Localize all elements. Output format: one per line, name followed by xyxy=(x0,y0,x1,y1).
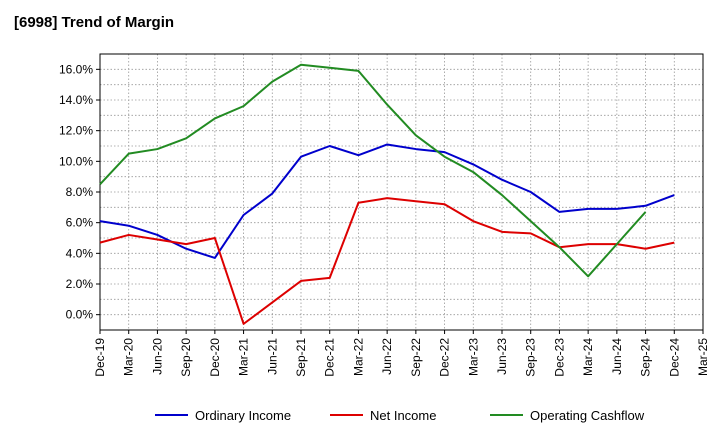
y-tick-label: 2.0% xyxy=(66,277,94,291)
series-layer xyxy=(99,63,675,325)
legend-label: Net Income xyxy=(370,408,436,423)
grid-layer xyxy=(99,53,704,331)
x-tick-label: Dec-24 xyxy=(667,338,681,377)
y-tick-label: 10.0% xyxy=(59,154,93,168)
x-tick-label: Mar-25 xyxy=(696,338,710,376)
legend-label: Operating Cashflow xyxy=(530,408,645,423)
y-tick-label: 4.0% xyxy=(66,246,94,260)
x-tick-label: Jun-21 xyxy=(265,338,279,375)
y-tick-label: 12.0% xyxy=(59,124,93,138)
x-tick-label: Sep-20 xyxy=(179,338,193,377)
x-tick-label: Sep-22 xyxy=(409,338,423,377)
legend-label: Ordinary Income xyxy=(195,408,291,423)
x-tick-label: Dec-22 xyxy=(438,338,452,377)
x-tick-label: Sep-23 xyxy=(524,338,538,377)
x-tick-label: Mar-24 xyxy=(581,338,595,376)
y-tick-label: 6.0% xyxy=(66,216,94,230)
y-axis-ticks: 0.0% 2.0% 4.0% 6.0% 8.0% 10.0% 12.0% 14.0% 16.0% xyxy=(59,62,100,322)
y-tick-label: 14.0% xyxy=(59,93,93,107)
x-tick-label: Mar-23 xyxy=(466,338,480,376)
chart-title: [6998] Trend of Margin xyxy=(14,14,175,31)
x-tick-label: Mar-21 xyxy=(237,338,251,376)
legend: Ordinary Income Net Income Operating Cashf… xyxy=(155,408,645,423)
x-axis-ticks: Dec-19 Mar-20 Jun-20 Sep-20 Dec-20 Mar-21 Jun-… xyxy=(93,330,710,377)
x-tick-label: Sep-24 xyxy=(639,338,653,377)
x-tick-label: Jun-23 xyxy=(495,338,509,375)
x-tick-label: Dec-21 xyxy=(323,338,337,377)
y-tick-label: 16.0% xyxy=(59,62,93,76)
series-line-ordinary-income xyxy=(99,143,675,259)
x-tick-label: Mar-20 xyxy=(122,338,136,376)
series-line-operating-cashflow xyxy=(99,63,647,278)
x-tick-label: Jun-22 xyxy=(380,338,394,375)
x-tick-label: Dec-23 xyxy=(552,338,566,377)
series-line-net-income xyxy=(99,197,675,325)
x-tick-label: Dec-20 xyxy=(208,338,222,377)
y-tick-label: 8.0% xyxy=(66,185,94,199)
x-tick-label: Jun-20 xyxy=(150,338,164,375)
y-tick-label: 0.0% xyxy=(66,308,94,322)
x-tick-label: Jun-24 xyxy=(610,338,624,375)
x-tick-label: Dec-19 xyxy=(93,338,107,377)
x-tick-label: Mar-22 xyxy=(351,338,365,376)
x-tick-label: Sep-21 xyxy=(294,338,308,377)
